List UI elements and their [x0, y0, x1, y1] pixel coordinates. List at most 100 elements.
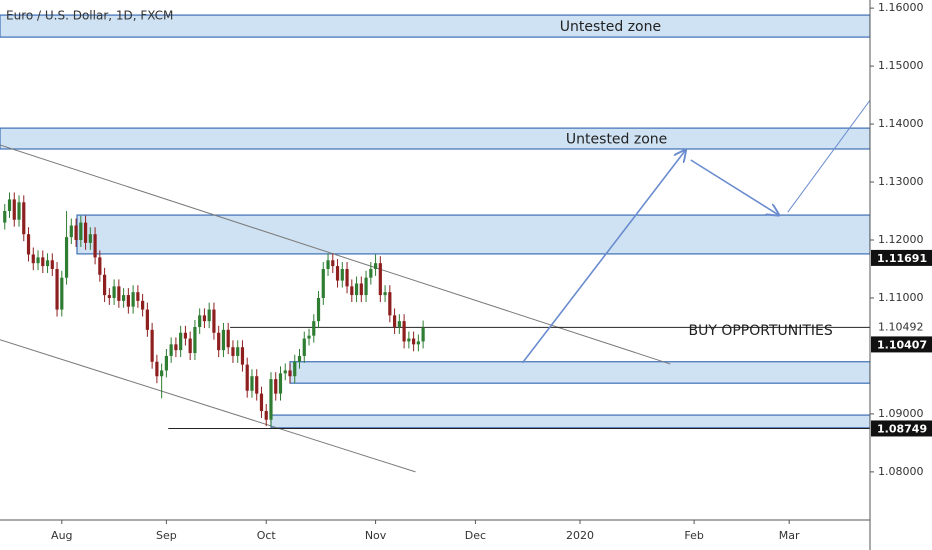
- candle-body: [188, 338, 192, 354]
- candle-body: [412, 338, 416, 345]
- candle-body: [179, 332, 183, 351]
- candle-body: [397, 321, 401, 327]
- candle-body: [12, 199, 16, 220]
- candle-body: [316, 297, 321, 322]
- candle-body: [283, 370, 287, 374]
- candle-body: [407, 338, 411, 342]
- price-label: 1.10407: [877, 338, 927, 351]
- x-tick-label: Dec: [465, 529, 486, 542]
- annotation: BUY OPPORTUNITIES: [688, 323, 832, 339]
- candle-body: [69, 225, 73, 238]
- candle-body: [217, 332, 221, 351]
- x-tick-label: Nov: [365, 529, 387, 542]
- candle-body: [83, 222, 88, 243]
- candle-body: [198, 315, 202, 327]
- candle-body: [259, 393, 264, 412]
- candle-body: [421, 327, 425, 342]
- candle-body: [22, 202, 26, 235]
- candle-body: [264, 411, 268, 420]
- candle-body: [26, 234, 31, 255]
- candle-body: [79, 222, 83, 240]
- y-tick-label: 1.12000: [878, 233, 924, 246]
- zone-label: Untested zone: [560, 19, 661, 35]
- candle-body: [98, 257, 102, 275]
- candle-body: [416, 341, 420, 345]
- x-tick-label: Mar: [779, 529, 800, 542]
- y-tick-label: 1.11000: [878, 291, 924, 304]
- x-tick-label: Feb: [684, 529, 703, 542]
- candle-body: [392, 315, 397, 327]
- candle-body: [335, 266, 340, 281]
- candle-body: [64, 237, 69, 278]
- candle-body: [388, 292, 392, 316]
- candle-body: [164, 355, 168, 371]
- candle-body: [236, 347, 240, 356]
- candle-body: [122, 295, 126, 301]
- price-label-box: [871, 336, 932, 353]
- zone-label: Untested zone: [566, 132, 667, 148]
- y-tick-label: 1.13000: [878, 175, 924, 188]
- candle-body: [297, 355, 302, 362]
- x-tick-label: 2020: [566, 529, 594, 542]
- axes: 1.16000 1.15000 1.14000 1.13000 1.12000 1.110…: [51, 1, 932, 542]
- x-tick-label: Sep: [156, 529, 177, 542]
- candle-body: [364, 277, 368, 296]
- candle-body: [255, 376, 259, 394]
- candle-body: [45, 260, 50, 267]
- price-label-box: [871, 420, 932, 437]
- candle-body: [212, 309, 216, 333]
- candle-body: [150, 329, 154, 362]
- candle-body: [402, 321, 406, 342]
- candle-body: [226, 329, 230, 348]
- candle-body: [193, 326, 197, 354]
- candle-body: [126, 295, 130, 307]
- zone: [289, 361, 870, 384]
- price-label: 1.08749: [877, 422, 927, 435]
- trend-line: [0, 339, 416, 473]
- candle-body: [326, 260, 330, 269]
- price-label: 1.11691: [877, 252, 927, 265]
- candle-body: [131, 292, 135, 307]
- y-tick-label: 1.16000: [878, 1, 924, 14]
- candle-body: [88, 234, 92, 243]
- price-label-box: [871, 249, 932, 266]
- candle-body: [55, 268, 59, 310]
- candle-body: [250, 376, 254, 391]
- candle-body: [174, 344, 178, 351]
- candle-body: [331, 260, 335, 267]
- candle-body: [136, 292, 140, 301]
- x-tick-label: Oct: [257, 529, 277, 542]
- plot-area: Untested zone Untested zone BUY OPPORTUNIT…: [0, 14, 870, 473]
- candle-body: [155, 361, 159, 377]
- candle-body: [240, 347, 245, 365]
- chart-title: Euro / U.S. Dollar, 1D, FXCM: [6, 9, 173, 23]
- candle-body: [7, 199, 12, 212]
- candle-body: [245, 364, 249, 391]
- candle-body: [183, 332, 188, 339]
- zone: [270, 414, 870, 429]
- price-label: 1.10492: [878, 320, 924, 333]
- candle-body: [354, 283, 359, 296]
- candle-body: [221, 329, 226, 351]
- candle-body: [102, 274, 107, 296]
- candle-body: [41, 257, 45, 267]
- candle-body: [74, 225, 78, 240]
- candle-body: [293, 361, 297, 377]
- candle-body: [117, 286, 121, 301]
- zone: [76, 214, 870, 255]
- zone: [0, 14, 870, 38]
- candle-body: [302, 338, 306, 356]
- candle-body: [307, 335, 311, 339]
- candle-body: [31, 254, 35, 264]
- candle-body: [202, 315, 207, 322]
- candle-body: [36, 257, 40, 264]
- candle-body: [274, 379, 278, 394]
- candle-body: [231, 347, 235, 356]
- candle-body: [383, 292, 387, 296]
- y-tick-label: 1.09000: [878, 407, 924, 420]
- candle-body: [169, 344, 173, 356]
- candle-body: [373, 263, 378, 269]
- candle-body: [3, 211, 7, 223]
